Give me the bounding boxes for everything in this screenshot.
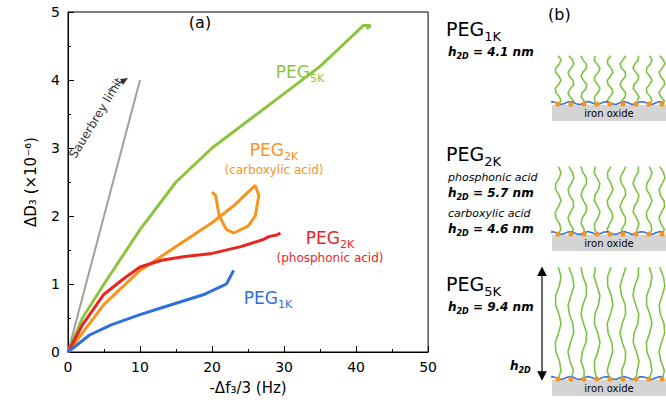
svg-text:-Δf₃/3 (Hz): -Δf₃/3 (Hz) bbox=[209, 379, 286, 397]
svg-text:1: 1 bbox=[51, 276, 60, 292]
svg-text:4: 4 bbox=[51, 72, 60, 88]
svg-text:h2D = 4.6 nm: h2D = 4.6 nm bbox=[448, 222, 534, 238]
svg-text:PEG: PEG bbox=[250, 140, 284, 160]
svg-text:10: 10 bbox=[131, 359, 149, 375]
svg-text:(b): (b) bbox=[548, 5, 571, 24]
svg-text:2K: 2K bbox=[284, 150, 299, 163]
svg-text:PEG: PEG bbox=[276, 62, 310, 82]
svg-text:PEG5K: PEG5K bbox=[446, 273, 501, 299]
svg-text:(carboxylic acid): (carboxylic acid) bbox=[224, 163, 323, 177]
svg-text:PEG: PEG bbox=[244, 288, 278, 308]
svg-text:ΔD₃ (×10⁻⁶): ΔD₃ (×10⁻⁶) bbox=[22, 137, 40, 227]
svg-text:(a): (a) bbox=[189, 13, 211, 32]
svg-text:h2D = 4.1 nm: h2D = 4.1 nm bbox=[448, 45, 534, 61]
svg-text:0: 0 bbox=[64, 359, 73, 375]
svg-text:20: 20 bbox=[203, 359, 221, 375]
svg-text:5K: 5K bbox=[310, 72, 325, 85]
svg-text:40: 40 bbox=[347, 359, 365, 375]
svg-text:5: 5 bbox=[51, 4, 60, 20]
svg-text:PEG: PEG bbox=[306, 228, 340, 248]
svg-text:2K: 2K bbox=[340, 238, 355, 251]
svg-text:30: 30 bbox=[275, 359, 293, 375]
svg-text:iron oxide: iron oxide bbox=[584, 108, 633, 119]
svg-text:iron oxide: iron oxide bbox=[584, 238, 633, 249]
svg-text:phosphonic acid: phosphonic acid bbox=[447, 171, 539, 184]
svg-text:Sauerbrey limit: Sauerbrey limit bbox=[66, 75, 126, 161]
svg-text:0: 0 bbox=[51, 344, 60, 360]
svg-text:h2D: h2D bbox=[510, 359, 531, 375]
svg-text:3: 3 bbox=[51, 140, 60, 156]
svg-text:50: 50 bbox=[419, 359, 437, 375]
svg-text:h2D = 9.4 nm: h2D = 9.4 nm bbox=[448, 300, 534, 316]
svg-text:carboxylic acid: carboxylic acid bbox=[448, 207, 532, 220]
svg-text:PEG1K: PEG1K bbox=[446, 18, 501, 44]
svg-text:h2D = 5.7 nm: h2D = 5.7 nm bbox=[448, 186, 534, 202]
svg-text:(phosphonic acid): (phosphonic acid) bbox=[277, 251, 384, 265]
svg-text:1K: 1K bbox=[278, 298, 293, 311]
svg-text:2: 2 bbox=[51, 208, 60, 224]
svg-text:PEG2K: PEG2K bbox=[446, 143, 501, 169]
svg-text:iron oxide: iron oxide bbox=[584, 383, 633, 394]
